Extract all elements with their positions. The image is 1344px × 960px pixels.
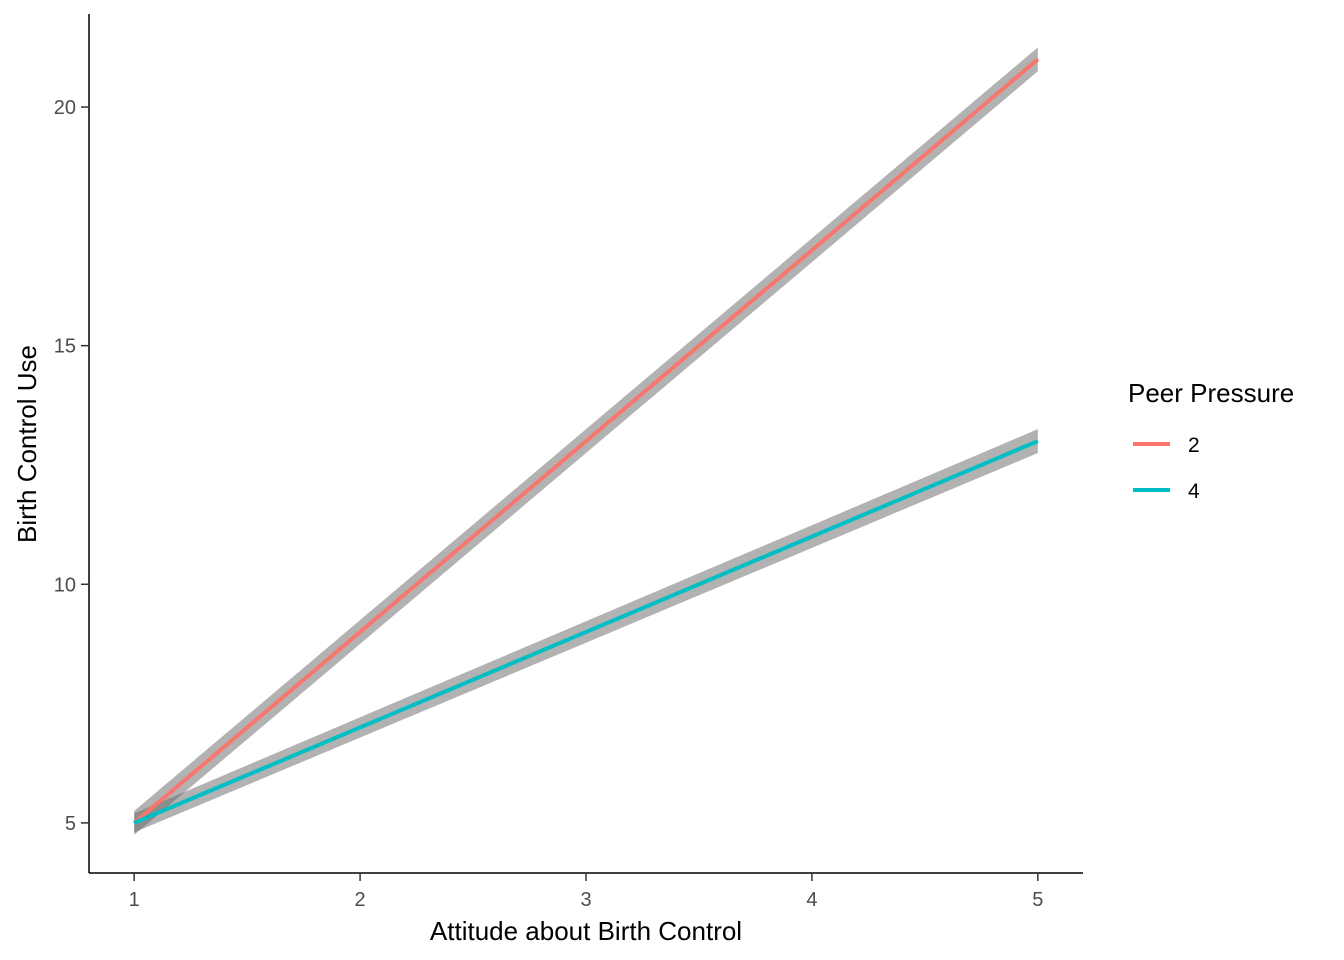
legend-label-4: 4	[1188, 480, 1200, 503]
x-axis-ticks: 1 2 3 4 5	[129, 873, 1043, 911]
x-tick-label: 2	[355, 889, 366, 911]
y-tick-label: 5	[65, 813, 76, 835]
x-tick-label: 5	[1032, 889, 1043, 911]
x-axis-title: Attitude about Birth Control	[430, 916, 742, 946]
y-tick-label: 10	[54, 574, 76, 596]
legend-items: 24	[1133, 434, 1200, 503]
y-axis-ticks: 5 10 15 20	[54, 97, 89, 835]
y-tick-label: 15	[54, 336, 76, 358]
series-lines	[132, 57, 1040, 825]
series-line-4	[133, 439, 1039, 825]
y-axis-title: Birth Control Use	[12, 345, 42, 543]
series-line-2	[132, 57, 1040, 825]
legend-title: Peer Pressure	[1128, 378, 1294, 408]
x-tick-label: 1	[129, 889, 140, 911]
x-tick-label: 3	[580, 889, 591, 911]
x-tick-label: 4	[806, 889, 817, 911]
y-tick-label: 20	[54, 97, 76, 119]
legend: Peer Pressure 24	[1128, 378, 1294, 503]
legend-label-2: 2	[1188, 434, 1200, 457]
